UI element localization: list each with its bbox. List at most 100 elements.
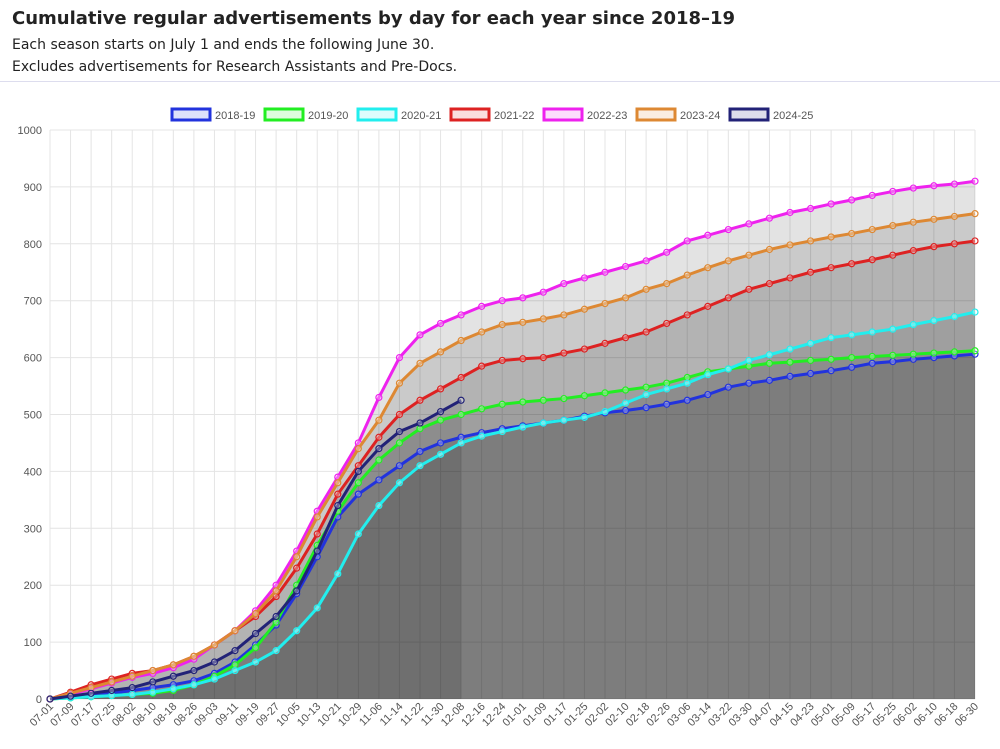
point bbox=[827, 355, 835, 363]
point bbox=[765, 280, 774, 288]
point bbox=[889, 357, 897, 366]
point bbox=[436, 348, 445, 356]
point bbox=[642, 390, 650, 399]
point bbox=[519, 398, 527, 406]
y-tick-label: 900 bbox=[24, 182, 42, 194]
point bbox=[971, 308, 979, 316]
legend-swatch bbox=[263, 107, 305, 122]
point bbox=[601, 339, 609, 347]
point bbox=[46, 695, 54, 703]
point bbox=[478, 302, 486, 310]
point bbox=[950, 313, 959, 321]
point bbox=[580, 392, 589, 400]
point bbox=[375, 416, 383, 424]
point bbox=[683, 271, 691, 279]
point bbox=[848, 260, 856, 268]
point bbox=[889, 325, 897, 333]
point bbox=[375, 456, 383, 464]
point bbox=[375, 393, 383, 402]
point bbox=[909, 320, 917, 329]
point bbox=[436, 416, 445, 424]
point bbox=[251, 610, 260, 618]
point bbox=[786, 241, 794, 249]
point bbox=[889, 221, 897, 230]
point bbox=[436, 408, 445, 416]
y-tick-label: 800 bbox=[24, 239, 42, 251]
point bbox=[436, 385, 445, 393]
legend-label: 2024-25 bbox=[773, 110, 813, 122]
point bbox=[827, 264, 835, 272]
point bbox=[395, 427, 404, 436]
series-line bbox=[49, 352, 976, 701]
point bbox=[909, 247, 917, 255]
point bbox=[416, 447, 424, 456]
point bbox=[519, 355, 527, 363]
point bbox=[416, 419, 424, 427]
point bbox=[478, 432, 486, 440]
point bbox=[395, 379, 404, 387]
point bbox=[519, 423, 527, 431]
point bbox=[848, 354, 856, 362]
point bbox=[272, 612, 280, 621]
legend-label: 2018-19 bbox=[215, 110, 255, 122]
point bbox=[642, 285, 650, 293]
point bbox=[724, 225, 732, 234]
point bbox=[868, 225, 876, 234]
point bbox=[642, 404, 650, 412]
point bbox=[642, 257, 650, 265]
x-tick-label: 10-29 bbox=[336, 701, 364, 729]
y-tick-label: 0 bbox=[36, 694, 42, 706]
point bbox=[848, 229, 856, 238]
point bbox=[416, 359, 424, 367]
chart-title: Cumulative regular advertisements by day… bbox=[12, 8, 736, 29]
point bbox=[231, 666, 239, 675]
point bbox=[395, 410, 404, 419]
point bbox=[66, 692, 75, 700]
point bbox=[169, 661, 177, 669]
point bbox=[272, 587, 280, 595]
point bbox=[128, 690, 136, 699]
point bbox=[354, 479, 362, 487]
legend-label: 2022-23 bbox=[587, 110, 627, 122]
legend-swatch bbox=[356, 107, 398, 122]
point bbox=[580, 413, 589, 421]
point bbox=[539, 288, 547, 296]
series-line bbox=[49, 310, 976, 701]
point bbox=[251, 658, 260, 666]
point bbox=[827, 334, 835, 342]
point bbox=[848, 196, 856, 204]
legend-label: 2023-24 bbox=[680, 110, 720, 122]
point bbox=[621, 262, 630, 271]
point bbox=[498, 297, 506, 305]
point bbox=[868, 256, 876, 264]
point bbox=[868, 191, 876, 200]
point bbox=[642, 383, 650, 391]
point bbox=[498, 400, 506, 408]
point bbox=[457, 336, 465, 345]
point bbox=[108, 686, 116, 695]
point bbox=[786, 372, 794, 380]
point bbox=[889, 251, 897, 259]
point bbox=[478, 362, 486, 370]
point bbox=[930, 317, 938, 325]
point bbox=[498, 356, 506, 365]
point bbox=[909, 184, 917, 192]
y-tick-label: 500 bbox=[24, 410, 42, 422]
y-tick-label: 1000 bbox=[18, 125, 42, 137]
point bbox=[827, 200, 835, 208]
point bbox=[745, 251, 753, 259]
point bbox=[868, 359, 876, 367]
point bbox=[395, 354, 404, 362]
point bbox=[724, 383, 732, 391]
point bbox=[745, 356, 753, 365]
point bbox=[909, 218, 917, 226]
point bbox=[806, 237, 815, 245]
y-tick-label: 700 bbox=[24, 296, 42, 308]
point bbox=[457, 373, 465, 382]
point bbox=[436, 450, 445, 458]
legend-swatch bbox=[728, 107, 770, 122]
point bbox=[457, 311, 465, 319]
point bbox=[210, 658, 219, 666]
point bbox=[601, 408, 609, 416]
